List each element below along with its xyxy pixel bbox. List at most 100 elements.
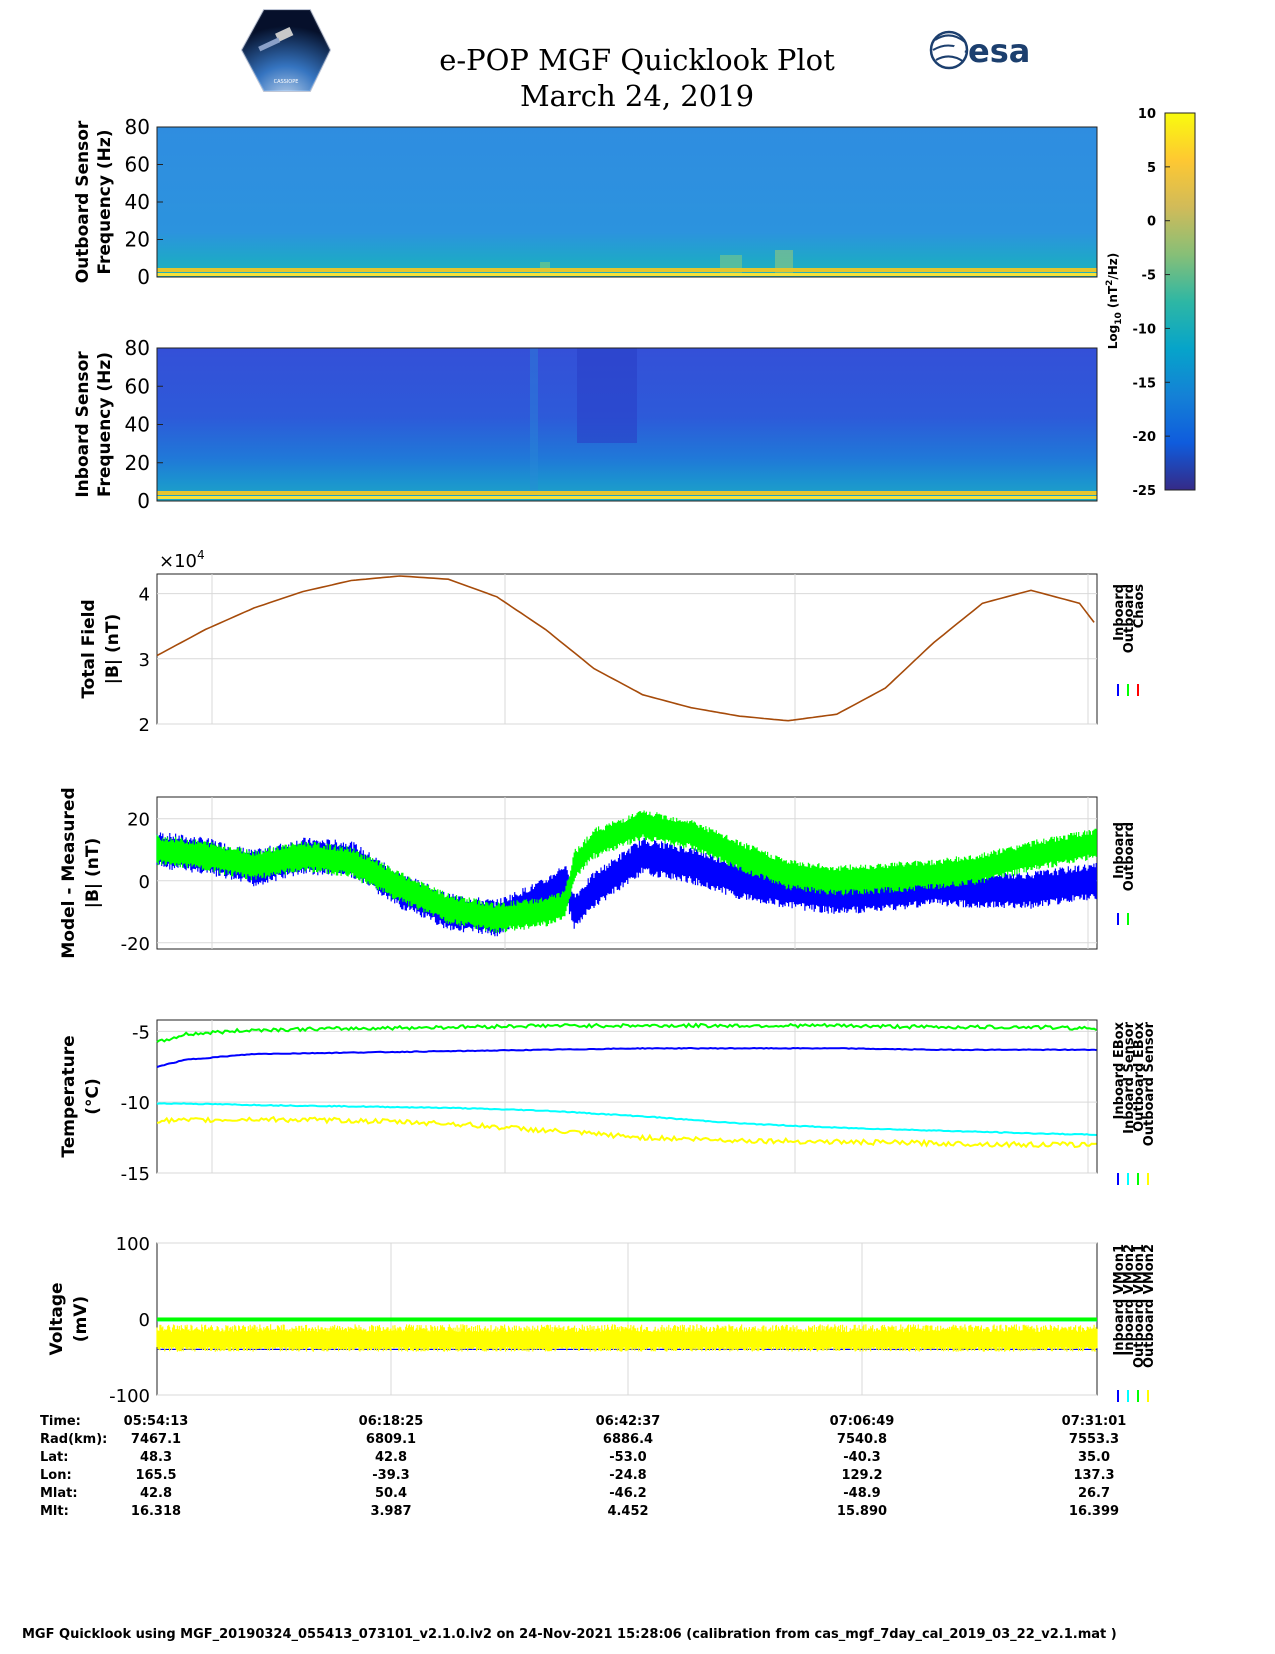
panel5-legend-label: Inboard Sensor (1122, 1021, 1137, 1133)
esa-logo: esa (929, 30, 1030, 70)
ephem-value: -53.0 (609, 1450, 646, 1465)
panel3-ytick-label: 4 (139, 585, 150, 606)
total-field-exponent: ×104 (159, 548, 205, 572)
spec0-ytick-label: 80 (125, 115, 150, 139)
panel6-ytick-label: 0 (139, 1310, 150, 1331)
spec1-ylabel-2: Frequency (Hz) (95, 352, 115, 497)
ephem-label-mlat: Mlat: (40, 1486, 78, 1501)
panel3-legend-label: Chaos (1132, 584, 1147, 628)
ephem-value: 6809.1 (366, 1432, 416, 1447)
outboard-spectrogram-panel (156, 126, 1098, 278)
colorbar (1164, 112, 1196, 491)
panel5-legend-label: Outboard Sensor (1142, 1021, 1157, 1146)
ephem-value: 06:18:25 (359, 1414, 424, 1429)
cassiope-logo-text: CASSIOPE (274, 79, 299, 85)
panel3-legend-label: Inboard (1112, 584, 1127, 641)
ephem-value: -40.3 (843, 1450, 880, 1465)
colorbar-gradient (1164, 112, 1196, 491)
panel4-legend-label: Outboard (1122, 822, 1137, 891)
ephem-value: 50.4 (375, 1486, 407, 1501)
ephem-value: 35.0 (1078, 1450, 1110, 1465)
outboard-spectrogram-image (157, 127, 1097, 277)
colorbar-tick-label: -25 (1133, 484, 1157, 499)
panel3-ytick-label: 3 (139, 650, 150, 671)
outboard-vmon1-band (157, 1317, 1097, 1322)
panel6-legend-label: Outboard VMon1 (1132, 1244, 1147, 1368)
panel6-legend-label: Inboard VMon2 (1122, 1244, 1137, 1356)
ephem-value: 7540.8 (837, 1432, 887, 1447)
ephem-value: 26.7 (1078, 1486, 1110, 1501)
ephem-value: 42.8 (375, 1450, 407, 1465)
panel5-ytick-label: -10 (121, 1093, 150, 1114)
panel6-ylabel-2: (mV) (71, 1296, 91, 1342)
panel4-ylabel-2: |B| (nT) (83, 838, 103, 909)
ephem-value: 42.8 (140, 1486, 172, 1501)
ephem-value: 48.3 (140, 1450, 172, 1465)
inboard-ebox-line (156, 1046, 1097, 1069)
colorbar-tick-label: -15 (1133, 376, 1157, 391)
plot-title: e-POP MGF Quicklook Plot (439, 43, 835, 77)
colorbar-tick-label: -5 (1142, 269, 1156, 284)
ephem-value: 7553.3 (1069, 1432, 1119, 1447)
ephem-value: 165.5 (135, 1468, 176, 1483)
panel6-legend-label: Outboard VMon2 (1142, 1244, 1157, 1368)
total-field-axes (156, 573, 1098, 725)
panel3-ylabel-1: Total Field (79, 599, 99, 698)
spec0-ytick-label: 0 (137, 265, 150, 289)
ephem-value: -39.3 (372, 1468, 409, 1483)
panel6-ylabel-1: Voltage (47, 1282, 67, 1355)
panel5-ylabel-1: Temperature (59, 1035, 79, 1157)
colorbar-tick-label: -10 (1133, 322, 1157, 337)
temperature-axes (156, 1019, 1098, 1174)
outboard-ebox-line (156, 1022, 1098, 1043)
panel5-ytick-label: -15 (121, 1164, 150, 1185)
ephem-value: -46.2 (609, 1486, 646, 1501)
ephem-value: 07:31:01 (1062, 1414, 1127, 1429)
spec0-ylabel-1: Outboard Sensor (73, 120, 93, 283)
spec1-ytick-label: 80 (125, 336, 150, 360)
spec0-ytick-label: 20 (125, 228, 150, 252)
total-field-line (156, 575, 1095, 722)
spec1-ytick-label: 40 (125, 413, 150, 437)
panel6-ytick-label: -100 (109, 1386, 150, 1407)
panel5-legend-label: Inboard EBox (1112, 1021, 1127, 1119)
panel4-ytick-label: 20 (127, 810, 150, 831)
ephem-label-mlt: Mlt: (40, 1504, 69, 1519)
ephem-value: -48.9 (843, 1486, 880, 1501)
colorbar-tick-label: -20 (1133, 430, 1157, 445)
inboard-bright-band (157, 491, 1097, 495)
ephem-value: 16.399 (1069, 1504, 1119, 1519)
spec1-ytick-label: 20 (125, 451, 150, 475)
spec1-ylabel-1: Inboard Sensor (73, 351, 93, 498)
plot-date: March 24, 2019 (520, 79, 754, 113)
ephem-value: 06:42:37 (596, 1414, 661, 1429)
ephem-value: 4.452 (607, 1504, 648, 1519)
ephem-label-rad: Rad(km): (40, 1432, 107, 1447)
ephem-value: 3.987 (370, 1504, 411, 1519)
panel6-legend-label: Inboard VMon1 (1112, 1244, 1127, 1356)
colorbar-tick-label: 5 (1147, 161, 1156, 176)
panel5-legend-label: Outboard EBox (1132, 1021, 1147, 1131)
outboard-vmon2-band (156, 1324, 1098, 1352)
spec0-ytick-label: 40 (125, 190, 150, 214)
panel6-ytick-label: 100 (116, 1234, 150, 1255)
ephemeris-table: Time: Rad(km): Lat: Lon: Mlat: Mlt: 05:5… (40, 1414, 1126, 1519)
colorbar-tick-label: 0 (1147, 215, 1156, 230)
panel5-ylabel-2: (°C) (83, 1078, 103, 1115)
ephem-value: 137.3 (1073, 1468, 1114, 1483)
ephem-value: 7467.1 (131, 1432, 181, 1447)
ephem-value: 15.890 (837, 1504, 887, 1519)
ephem-value: -24.8 (609, 1468, 646, 1483)
spec1-ytick-label: 60 (125, 374, 150, 398)
inboard-spectrogram-panel (156, 347, 1098, 502)
panel4-ytick-label: -20 (121, 934, 150, 955)
cassiope-logo: CASSIOPE (240, 9, 332, 92)
inboard-sensor-line (156, 1102, 1097, 1136)
ephem-label-lat: Lat: (40, 1450, 68, 1465)
panel3-ytick-label: 2 (139, 715, 150, 736)
footer-note: MGF Quicklook using MGF_20190324_055413_… (22, 1627, 1117, 1642)
spec0-ytick-label: 60 (125, 153, 150, 177)
